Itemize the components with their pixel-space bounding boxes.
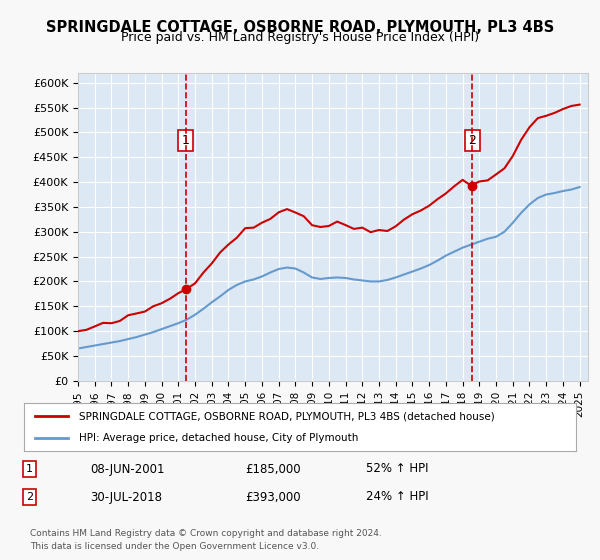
Text: SPRINGDALE COTTAGE, OSBORNE ROAD, PLYMOUTH, PL3 4BS (detached house): SPRINGDALE COTTAGE, OSBORNE ROAD, PLYMOU… [79,411,495,421]
Text: SPRINGDALE COTTAGE, OSBORNE ROAD, PLYMOUTH, PL3 4BS: SPRINGDALE COTTAGE, OSBORNE ROAD, PLYMOU… [46,20,554,35]
Text: 08-JUN-2001: 08-JUN-2001 [90,463,165,475]
Text: 52% ↑ HPI: 52% ↑ HPI [366,463,429,475]
Text: 30-JUL-2018: 30-JUL-2018 [90,491,162,503]
Text: Contains HM Land Registry data © Crown copyright and database right 2024.
This d: Contains HM Land Registry data © Crown c… [30,529,382,550]
Text: 1: 1 [182,134,190,147]
Text: 2: 2 [469,134,476,147]
Text: HPI: Average price, detached house, City of Plymouth: HPI: Average price, detached house, City… [79,433,359,443]
Text: 2: 2 [26,492,33,502]
Text: 1: 1 [26,464,33,474]
Text: 24% ↑ HPI: 24% ↑ HPI [366,491,429,503]
Text: £185,000: £185,000 [245,463,301,475]
Text: £393,000: £393,000 [245,491,301,503]
Text: Price paid vs. HM Land Registry's House Price Index (HPI): Price paid vs. HM Land Registry's House … [121,31,479,44]
